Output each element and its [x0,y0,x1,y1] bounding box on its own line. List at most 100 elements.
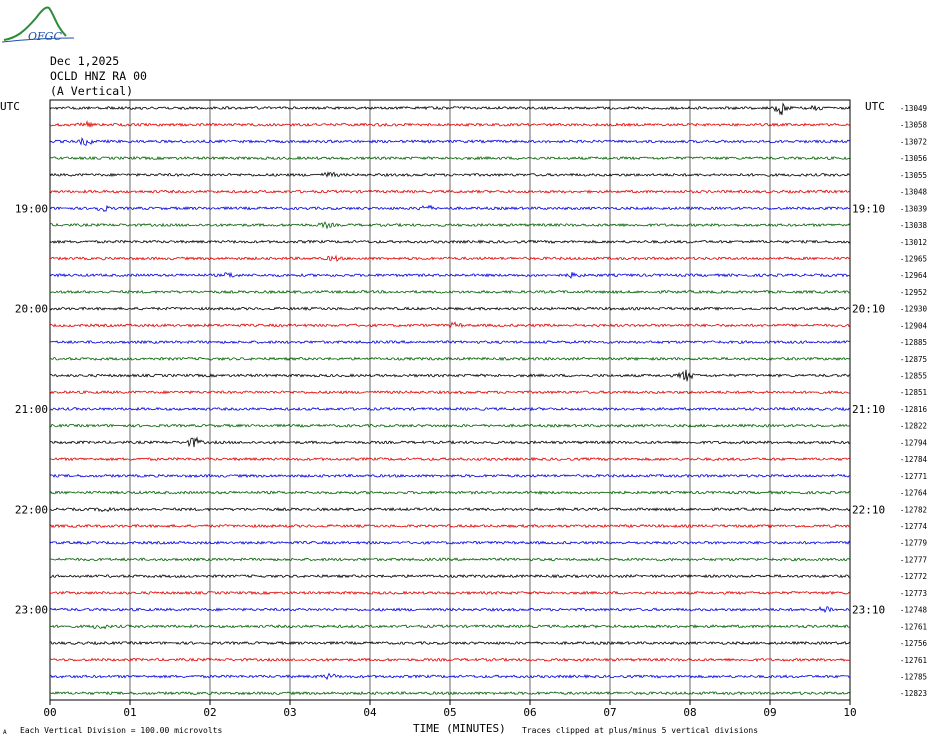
trace-line [49,369,851,382]
x-tick-label: 02 [203,706,216,719]
trace-line [49,623,851,630]
trace-offset-label: -12930 [900,305,928,314]
header-component: (A Vertical) [50,84,134,98]
trace-line [49,137,851,147]
x-tick-label: 08 [683,706,696,719]
trace-offset-label: -13055 [900,171,927,180]
trace-offset-label: -13058 [900,121,928,130]
trace-offset-label: -12764 [900,489,928,498]
trace-offset-label: -12785 [900,672,927,681]
logo-text: OFGC [28,30,62,43]
trace-offset-label: -13012 [900,238,927,247]
trace-line [49,473,851,479]
trace-offset-label: -12875 [900,355,927,364]
hour-label-right: 22:10 [852,503,885,516]
trace-offset-label: -12851 [900,388,927,397]
logo-peak-curve [3,6,67,41]
trace-line [49,672,851,681]
trace-line [49,254,851,262]
x-tick-label: 03 [283,706,296,719]
trace-line [49,436,851,448]
trace-offset-label: -13039 [900,204,927,213]
ofgc-logo: OFGC [2,6,74,43]
footer-clip-note: Traces clipped at plus/minus 5 vertical … [522,726,759,735]
trace-offset-label: -12823 [900,689,927,698]
trace-offset-label: -12855 [900,372,927,381]
trace-line [49,271,851,280]
trace-offset-label: -12885 [900,338,927,347]
hour-label-right: 21:10 [852,403,885,416]
trace-line [49,557,851,562]
trace-line [49,540,851,545]
trace-offset-label: -13038 [900,221,928,230]
trace-line [49,423,851,428]
trace-line [49,189,851,194]
trace-line [49,523,851,529]
x-tick-label: 04 [363,706,377,719]
trace-line [49,590,851,596]
trace-offset-label: -13049 [900,104,927,113]
header-date: Dec 1,2025 [50,54,120,68]
trace-line [49,321,851,329]
header-station: OCLD HNZ RA 00 [50,69,147,83]
trace-line [49,221,851,230]
trace-offset-label: -13048 [900,188,928,197]
x-tick-label: 05 [443,706,456,719]
hour-label-left: 23:00 [15,604,48,617]
trace-line [49,605,851,614]
x-tick-label: 01 [123,706,136,719]
trace-line [49,239,851,245]
logo-swoosh [2,37,74,43]
hour-label-left: 21:00 [15,403,48,416]
trace-line [49,171,851,178]
trace-offset-label: -12774 [900,522,928,531]
trace-line [49,356,851,362]
trace-line [49,573,851,579]
trace-offset-label: -12748 [900,606,928,615]
trace-line [49,155,851,161]
trace-offset-label: -12772 [900,572,927,581]
x-tick-label: 10 [843,706,856,719]
trace-offset-label: -12779 [900,539,927,548]
trace-offset-label: -12822 [900,422,927,431]
trace-offset-label: -12904 [900,321,928,330]
x-axis-label: TIME (MINUTES) [413,722,506,735]
trace-offset-label: -12777 [900,555,927,564]
trace-line [49,289,850,295]
hour-label-right: 20:10 [852,303,885,316]
trace-line [49,657,851,663]
trace-offset-label: -13072 [900,137,927,146]
trace-line [49,102,851,116]
x-tick-label: 07 [603,706,616,719]
trace-line [49,389,851,395]
trace-offset-label: -12756 [900,639,928,648]
trace-line [49,406,851,412]
trace-line [49,339,851,345]
x-tick-label: 00 [43,706,56,719]
trace-offset-label: -12782 [900,505,927,514]
trace-offset-label: -12761 [900,622,927,631]
trace-offset-label: -12771 [900,472,927,481]
trace-line [49,640,851,646]
x-tick-label: 09 [763,706,776,719]
trace-offset-label: -12761 [900,656,927,665]
trace-offset-label: -12773 [900,589,927,598]
trace-offset-label: -12964 [900,271,928,280]
trace-offset-label: -13056 [900,154,928,163]
utc-label-left: UTC [0,100,20,113]
hour-label-left: 20:00 [15,303,48,316]
trace-line [49,690,851,696]
trace-line [49,120,851,128]
hour-label-right: 23:10 [852,604,885,617]
trace-offset-label: -12794 [900,438,928,447]
hour-label-left: 19:00 [15,202,48,215]
footer-mark: A [3,729,7,736]
utc-label-right: UTC [865,100,885,113]
trace-offset-label: -12952 [900,288,927,297]
trace-line [49,506,851,513]
trace-offset-label: -12816 [900,405,928,414]
trace-line [49,204,851,213]
footer-scale-note: Each Vertical Division = 100.00 microvol… [20,726,223,735]
trace-line [49,306,851,311]
